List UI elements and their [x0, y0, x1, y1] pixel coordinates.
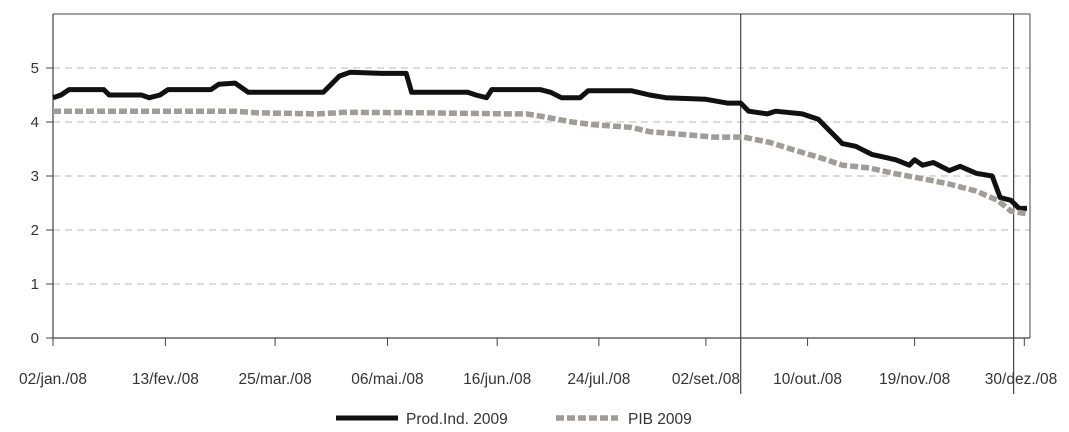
series-line-pib: [53, 108, 1028, 217]
y-tick-label-4: 4: [31, 114, 39, 131]
x-tick-label-0: 02/jan./08: [19, 371, 87, 388]
series-line-prod-ind: [52, 69, 1027, 211]
y-tick-label-1: 1: [31, 276, 39, 293]
y-tick-label-0: 0: [31, 330, 39, 347]
y-tick-label-5: 5: [31, 60, 39, 77]
x-tick-label-1: 13/fev./08: [132, 371, 199, 388]
series-lines: [52, 69, 1028, 217]
x-tick-label-7: 10/out./08: [773, 371, 842, 388]
x-tick-label-3: 06/mai./08: [351, 371, 423, 388]
x-tick-label-5: 24/jul./08: [567, 371, 630, 388]
x-tick-label-2: 25/mar./08: [238, 371, 311, 388]
tick-labels: 0 1 2 3 4 5 02/jan./08 13/fev./08 25/mar./08 06/m…: [19, 60, 1057, 388]
legend-label-pib: PIB 2009: [628, 411, 692, 427]
gridlines: [53, 67, 1030, 285]
axes: [46, 13, 1031, 346]
legend-label-prod-ind: Prod.Ind. 2009: [406, 411, 508, 427]
reference-lines: [740, 14, 1015, 394]
x-tick-label-4: 16/jun./08: [463, 371, 531, 388]
y-tick-label-2: 2: [31, 222, 39, 239]
legend: Prod.Ind. 2009 PIB 2009: [336, 411, 692, 428]
y-tick-label-3: 3: [31, 168, 39, 185]
x-tick-label-9: 30/dez./08: [985, 371, 1057, 388]
x-tick-label-8: 19/nov./08: [879, 371, 950, 388]
x-tick-label-6: 02/set./08: [672, 371, 740, 388]
